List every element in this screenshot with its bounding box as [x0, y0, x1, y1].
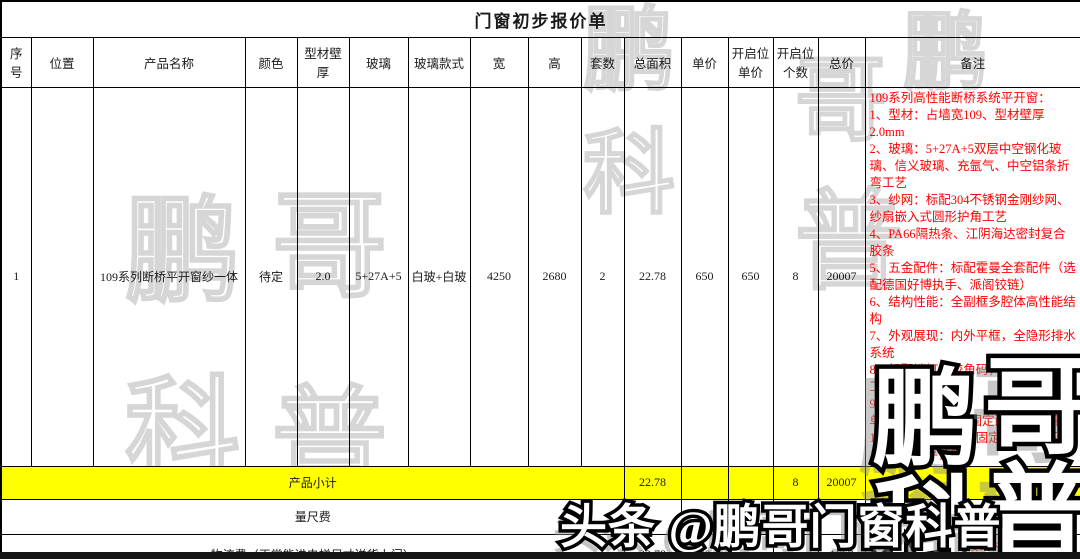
col-header-color: 颜色 [244, 36, 298, 88]
col-header-total-area: 总面积 [623, 36, 682, 88]
cell-opening-unit-price: 650 [727, 86, 774, 467]
col-header-glass-style: 玻璃款式 [407, 36, 471, 88]
remark-line: （实际按到付） [930, 539, 1015, 553]
subtotal-remark [864, 465, 1080, 500]
remark-line: 7、外观展现：内外平框，全隐形排水系统 [869, 328, 1076, 360]
cell-seq: 1 [0, 86, 32, 467]
page-title: 门窗初步报价单 [0, 0, 1080, 38]
measure-fee-label: 量尺费 [0, 498, 625, 535]
measure-opening-count [772, 498, 819, 535]
measure-total-price [817, 498, 866, 535]
cell-color: 待定 [244, 86, 298, 467]
measure-remark: 方免上门 [864, 498, 1080, 535]
remark-line: 2、玻璃：5+27A+5双层中空钢化玻璃、信义玻璃、充氩气、中空铝条折弯工艺 [869, 141, 1070, 190]
col-header-opening-unit-price: 开启位单价 [727, 36, 774, 88]
cell-total-price: 20007 [817, 86, 866, 467]
subtotal-opening-unit-price [727, 465, 774, 500]
remark-line: 5、五金配件：标配霍曼全套配件（选配德国好博执手、派阁铰链） [869, 260, 1076, 292]
col-header-sets: 套数 [580, 36, 625, 88]
col-header-wall-thickness: 型材壁厚 [296, 36, 350, 88]
remark-line: 单个开启或者单个固定面积不足1平按1平计算，组合窗（固定+开启）不足1.2平按1… [869, 413, 1076, 462]
remark-line: 1、型材：占墙宽109、型材壁厚2.0mm [869, 107, 1045, 139]
table-header-row: 序号 位置 产品名称 颜色 型材壁厚 玻璃 玻璃款式 宽 高 套数 总面积 单价… [0, 36, 1080, 88]
remark-line: 9、标配防坠绳 [869, 396, 951, 411]
col-header-location: 位置 [30, 36, 94, 88]
col-header-height: 高 [527, 36, 582, 88]
cell-product-name: 109系列断桥平开窗纱一体 [92, 86, 246, 467]
cell-glass-style: 白玻+白玻 [407, 86, 471, 467]
product-row: 1 109系列断桥平开窗纱一体 待定 2.0 5+27A+5 白玻+白玻 425… [0, 86, 1080, 467]
measure-total-area [623, 498, 682, 535]
col-header-unit-price: 单价 [680, 36, 729, 88]
cell-unit-price: 650 [680, 86, 729, 467]
cell-wall-thickness: 2.0 [296, 86, 350, 467]
cell-glass: 5+27A+5 [348, 86, 409, 467]
col-header-opening-count: 开启位个数 [772, 36, 819, 88]
cell-opening-count: 8 [772, 86, 819, 467]
cell-height: 2680 [527, 86, 582, 467]
subtotal-total-price: 20007 [817, 465, 866, 500]
cell-location [30, 86, 94, 467]
subtotal-total-area: 22.78 [623, 465, 682, 500]
subtotal-opening-count: 8 [772, 465, 819, 500]
bottom-bar [0, 552, 1080, 559]
col-header-glass: 玻璃 [348, 36, 409, 88]
col-header-width: 宽 [469, 36, 529, 88]
title-row: 门窗初步报价单 [0, 0, 1080, 38]
cell-total-area: 22.78 [623, 86, 682, 467]
cell-sets: 2 [580, 86, 625, 467]
remark-line: 6、结构性能：全副框多腔体高性能结构 [869, 294, 1076, 326]
col-header-product-name: 产品名称 [92, 36, 246, 88]
remark-line: 方免上门 [948, 509, 997, 523]
measure-fee-row: 量尺费 方免上门 [0, 498, 1080, 535]
col-header-seq: 序号 [0, 36, 32, 88]
remark-line: 109系列高性能断桥系统平开窗： [869, 90, 1051, 105]
col-header-total-price: 总价 [817, 36, 866, 88]
subtotal-label: 产品小计 [0, 465, 625, 500]
subtotal-row: 产品小计 22.78 8 20007 [0, 465, 1080, 500]
subtotal-unit-price [680, 465, 729, 500]
remark-line: 3、纱网：标配304不锈钢金刚纱网、纱扇嵌入式圆形护角工艺 [869, 192, 1070, 224]
remark-line: 8、标配销钉注胶角码，采用角码注胶工艺 [869, 362, 1076, 394]
cell-width: 4250 [469, 86, 529, 467]
remark-line: 4、PA66隔热条、江阴海达密封复合胶条 [869, 226, 1066, 258]
measure-unit-price [680, 498, 729, 535]
measure-opening-unit-price [727, 498, 774, 535]
cell-product-remark: 109系列高性能断桥系统平开窗： 1、型材：占墙宽109、型材壁厚2.0mm 2… [864, 86, 1080, 467]
col-header-remark: 备注 [864, 36, 1080, 88]
